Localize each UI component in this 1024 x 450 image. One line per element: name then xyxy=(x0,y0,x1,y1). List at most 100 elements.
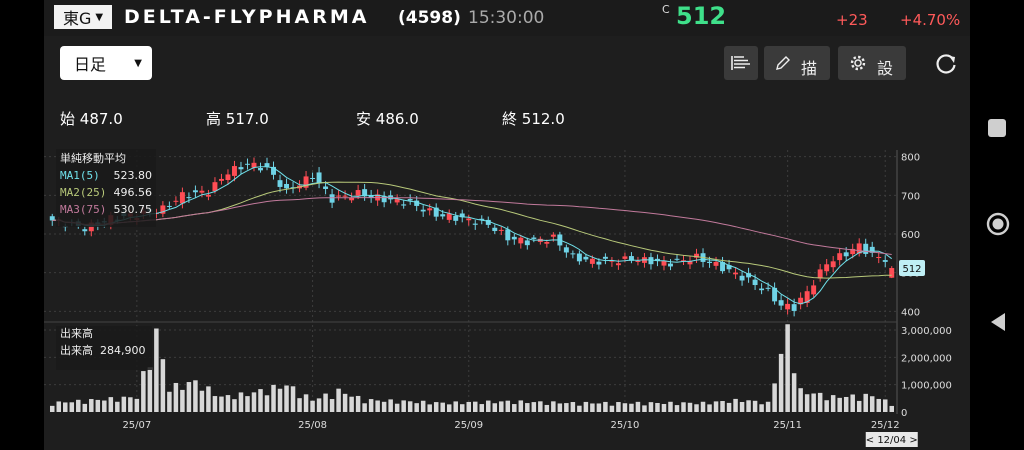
ma2-line xyxy=(52,181,892,279)
volume-bar xyxy=(837,397,842,412)
volume-bar xyxy=(824,400,829,412)
volume-bar xyxy=(629,403,634,412)
volume-bar xyxy=(459,404,465,412)
candle-body xyxy=(271,166,276,175)
candle-body xyxy=(785,303,791,310)
candle-body xyxy=(752,279,758,286)
candle-body xyxy=(726,265,732,270)
price-tick-label: 800 xyxy=(901,153,920,164)
volume-bar xyxy=(590,403,595,412)
back-icon[interactable] xyxy=(988,311,1008,333)
volume-bar xyxy=(713,401,719,412)
volume-bar xyxy=(733,398,738,412)
period-select[interactable]: 日足 ▼ xyxy=(60,46,152,80)
volume-bar xyxy=(154,328,159,412)
volume-bar xyxy=(193,380,198,412)
volume-bar xyxy=(180,389,185,412)
candle-body xyxy=(355,190,361,196)
volume-bar xyxy=(876,398,881,412)
candle-body xyxy=(218,178,224,181)
candle-body xyxy=(837,253,843,261)
volume-bar xyxy=(863,393,868,412)
home-icon[interactable] xyxy=(985,211,1011,237)
volume-bar xyxy=(726,402,732,412)
close-mark: C xyxy=(662,3,670,16)
candle-body xyxy=(427,208,433,211)
refresh-icon[interactable] xyxy=(932,50,960,78)
candle-body xyxy=(550,234,556,237)
volume-bar xyxy=(375,400,380,412)
high-price: 高 517.0 xyxy=(206,110,269,128)
draw-button[interactable]: 描画 xyxy=(764,46,830,80)
settings-button[interactable]: 設定 xyxy=(838,46,906,80)
candle-body xyxy=(668,263,673,267)
volume-bar xyxy=(603,401,608,412)
volume-bar xyxy=(869,396,875,412)
candle-body xyxy=(472,223,478,225)
volume-bar xyxy=(115,401,120,412)
candle-body xyxy=(804,291,810,303)
volume-bar xyxy=(518,400,524,412)
volume-bar xyxy=(739,401,745,412)
volume-bar xyxy=(277,388,283,412)
volume-bar xyxy=(785,324,790,412)
volume-tick-label: 3,000,000 xyxy=(901,326,952,337)
candle-body xyxy=(661,260,667,266)
volume-bar xyxy=(342,393,348,412)
volume-bar xyxy=(648,402,654,412)
candle-body xyxy=(459,213,465,218)
candle-body xyxy=(368,195,374,198)
volume-bar xyxy=(551,401,556,412)
candle-body xyxy=(205,194,211,197)
volume-tick-label: 1,000,000 xyxy=(901,381,952,392)
market-select[interactable]: 東G ▼ xyxy=(54,5,112,29)
volume-bar xyxy=(544,404,550,412)
dropdown-arrow-icon: ▼ xyxy=(134,57,142,69)
volume-bar xyxy=(251,392,257,412)
volume-bar xyxy=(102,400,107,412)
candle-body xyxy=(303,176,309,188)
volume-bar xyxy=(531,402,537,412)
volume-bar xyxy=(525,403,530,412)
candle-body xyxy=(694,253,699,258)
volume-bar xyxy=(381,401,387,412)
volume-bar xyxy=(108,397,114,412)
volume-bar xyxy=(661,403,667,412)
candle-body xyxy=(336,195,342,197)
candle-body xyxy=(82,229,88,232)
candle-body xyxy=(245,163,250,165)
volume-bar xyxy=(772,383,777,412)
candle-body xyxy=(511,236,517,240)
candle-body xyxy=(889,268,895,278)
candle-body xyxy=(192,190,198,193)
candle-body xyxy=(739,275,745,281)
volume-bar xyxy=(323,393,328,412)
volume-bar xyxy=(225,395,231,412)
volume-bar xyxy=(310,400,315,412)
volume-bar xyxy=(674,405,680,412)
candle-body xyxy=(746,273,752,278)
candle-body xyxy=(446,213,452,220)
low-price: 安 486.0 xyxy=(356,110,419,128)
volume-bar xyxy=(622,403,628,412)
volume-bar xyxy=(199,390,205,412)
volume-bar xyxy=(759,404,764,412)
price-tick-label: 600 xyxy=(901,230,920,241)
volume-bar xyxy=(811,393,816,412)
candle-body xyxy=(414,200,420,206)
volume-bar xyxy=(655,402,660,412)
recents-icon[interactable] xyxy=(988,119,1006,137)
volume-bar xyxy=(63,402,68,412)
volume-bar xyxy=(453,401,458,412)
volume-bar xyxy=(681,402,686,412)
candle-body xyxy=(622,256,628,259)
gear-icon xyxy=(850,55,866,71)
volume-tick-label: 0 xyxy=(901,408,907,419)
candlestick-chart[interactable]: 4005006007008003,000,0002,000,0001,000,0… xyxy=(44,142,970,450)
volume-bar xyxy=(316,398,322,412)
volume-bar xyxy=(173,382,179,412)
volume-bar xyxy=(95,399,101,412)
price-board-button[interactable] xyxy=(724,46,758,80)
volume-bar xyxy=(271,384,276,412)
volume-bar xyxy=(720,401,725,412)
